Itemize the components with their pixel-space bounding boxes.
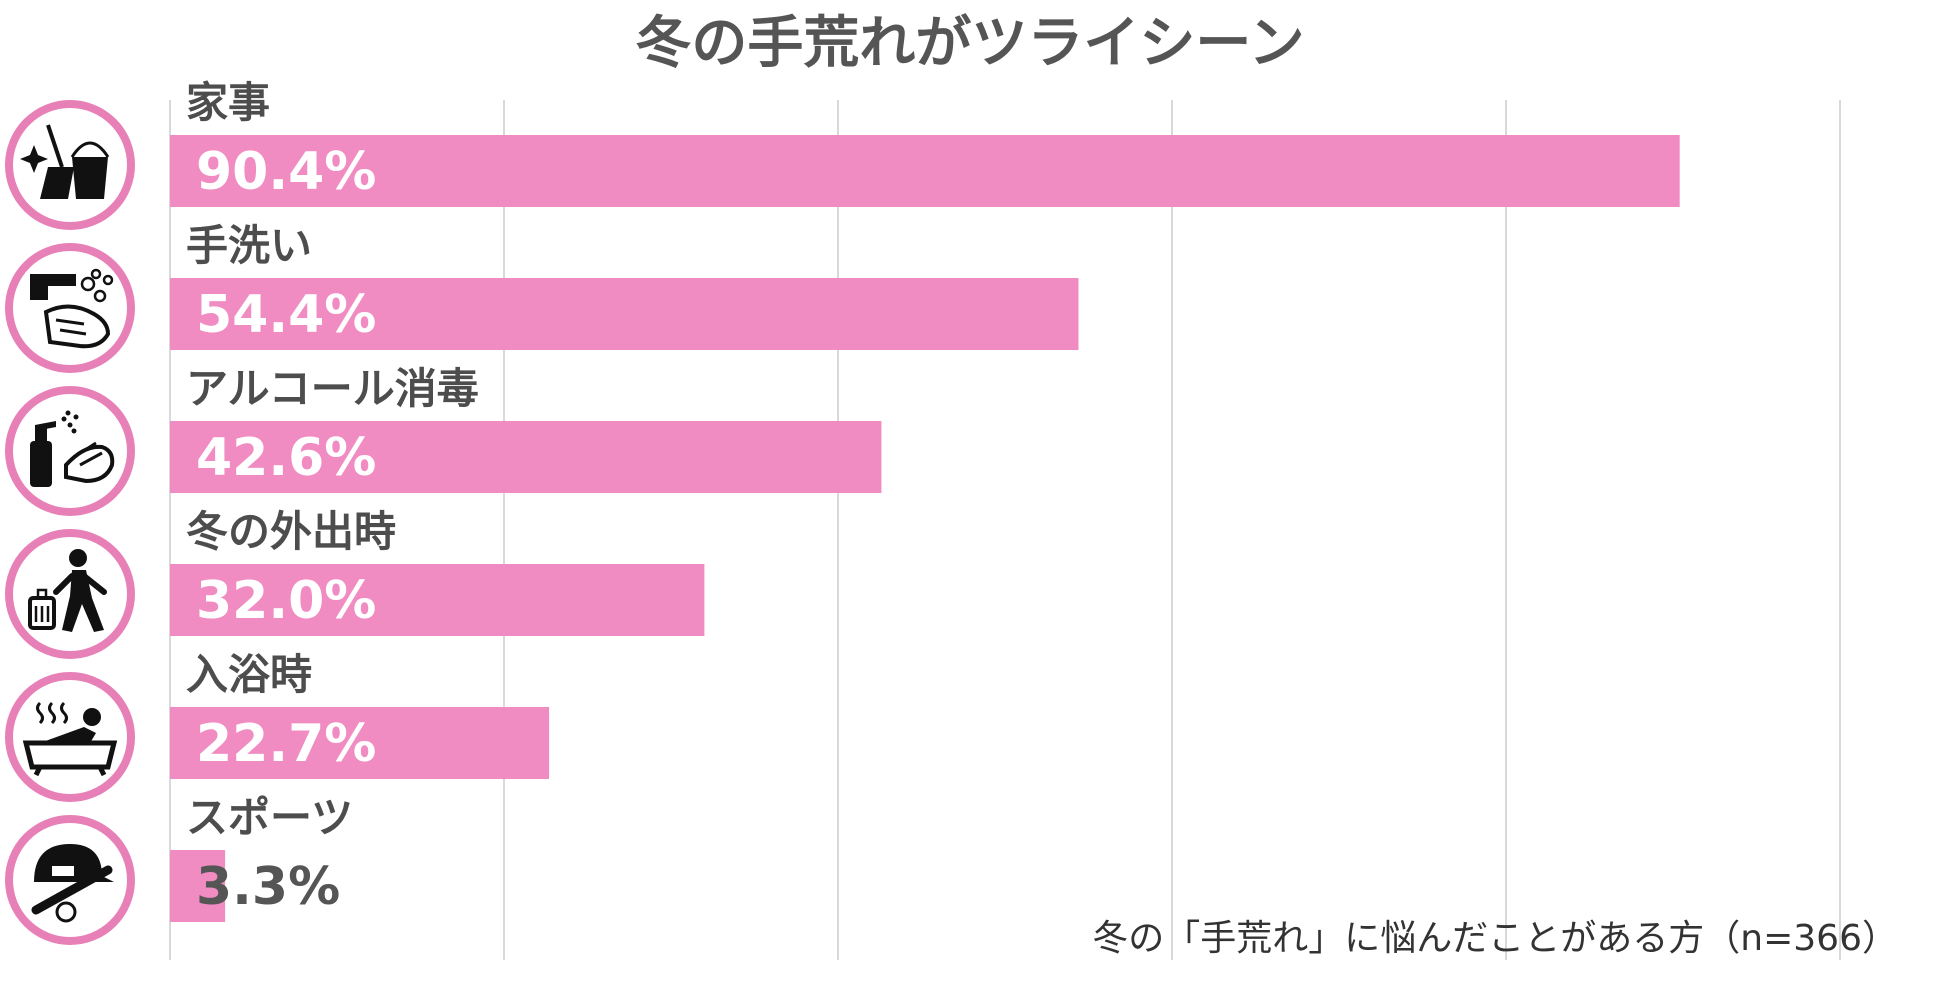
value-label: 54.4% [196,285,376,345]
bar [170,421,882,493]
category-label: スポーツ [186,793,353,842]
value-label: 32.0% [196,571,376,631]
sanitizer-spray-icon [5,386,135,516]
handwashing-icon [5,243,135,373]
gridlines [169,100,1841,960]
category-label: 家事 [186,78,270,127]
bar-row: 冬の外出時 32.0% [5,507,705,659]
bar-row: スポーツ 3.3% [5,793,353,945]
bar-rows: 家事 90.4% 手洗い 54.4% アルコール消毒 42.6% 冬の外出時 32.0% 入浴時… [5,78,1680,945]
bathing-icon [5,672,135,802]
sample-note: 冬の「手荒れ」に悩んだことがある方（n=366） [1092,918,1898,959]
cleaning-icon [5,100,135,230]
value-label: 22.7% [196,714,376,774]
value-label: 42.6% [196,428,376,488]
bar [170,278,1079,350]
bar [170,564,705,636]
category-label: アルコール消毒 [186,364,479,413]
category-label: 手洗い [186,221,312,270]
baseball-icon [5,815,135,945]
bar-row: アルコール消毒 42.6% [5,364,882,516]
bar [170,135,1680,207]
chart-title: 冬の手荒れがツライシーン [635,11,1304,76]
bar [170,707,550,779]
value-label: 90.4% [196,142,376,202]
bar [170,850,226,922]
category-label: 入浴時 [186,650,312,699]
bar-row: 入浴時 22.7% [5,650,550,802]
bar-row: 家事 90.4% [5,78,1680,230]
value-label: 3.3% [196,857,340,917]
category-label: 冬の外出時 [186,507,396,556]
bar-row: 手洗い 54.4% [5,221,1079,373]
walking-with-suitcase-icon [5,529,135,659]
